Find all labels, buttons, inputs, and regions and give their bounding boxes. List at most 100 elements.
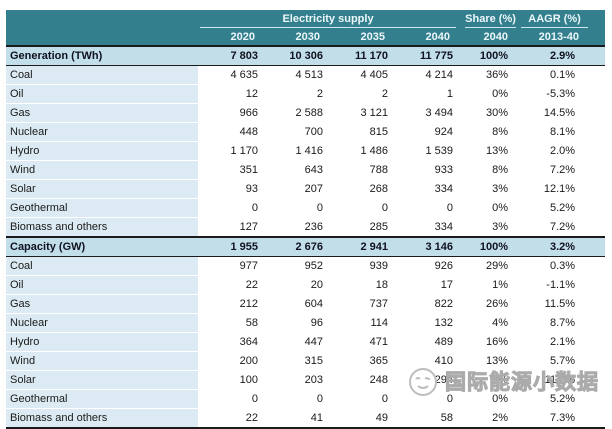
cell-value: 5.2% — [518, 389, 606, 409]
data-table: Electricity supply Share (%) AAGR (%) 20… — [6, 10, 606, 429]
row-label: Solar — [6, 370, 198, 390]
table-row: Coal 4 635 4 513 4 405 4 214 36% 0.1% — [6, 65, 606, 85]
cell-value: 26% — [458, 294, 519, 314]
cell-value: 0% — [458, 84, 519, 104]
cell-value: 8% — [458, 122, 519, 142]
cell-value: 0 — [328, 389, 393, 409]
cell-value: 14.5% — [518, 103, 606, 123]
cell-value: 5.2% — [518, 198, 606, 218]
cell-value: 3 146 — [393, 236, 459, 257]
cell-value: 9% — [458, 370, 519, 390]
cell-value: 4% — [458, 313, 519, 333]
cell-value: 334 — [393, 217, 459, 237]
cell-value: 20 — [263, 275, 328, 295]
cell-value: 2 941 — [328, 236, 393, 257]
cell-value: 58 — [198, 313, 263, 333]
cell-value: 1 486 — [328, 141, 393, 161]
cell-value: 447 — [263, 332, 328, 352]
cell-value: 0 — [198, 389, 263, 409]
table-row: Gas 212 604 737 822 26% 11.5% — [6, 294, 606, 314]
row-label: Gas — [6, 294, 198, 314]
cell-value: 604 — [263, 294, 328, 314]
cell-value: 11.5% — [518, 294, 606, 314]
cell-value: 7.2% — [518, 160, 606, 180]
cell-value: 0 — [393, 198, 459, 218]
cell-value: 1 170 — [198, 141, 263, 161]
header-corner-blank — [6, 10, 198, 28]
cell-value: 100 — [198, 370, 263, 390]
cell-value: 1 955 — [198, 236, 263, 257]
row-label: Hydro — [6, 332, 198, 352]
cell-value: 8.7% — [518, 313, 606, 333]
cell-value: 924 — [393, 122, 459, 142]
cell-value: 700 — [263, 122, 328, 142]
cell-value: 132 — [393, 313, 459, 333]
row-label: Oil — [6, 84, 198, 104]
cell-value: 17 — [393, 275, 459, 295]
column-group-label: Share (%) — [465, 10, 517, 28]
cell-value: 3.2% — [518, 236, 606, 257]
cell-value: 788 — [328, 160, 393, 180]
column-header-2030: 2030 — [263, 28, 328, 46]
cell-value: 10 306 — [263, 45, 328, 66]
cell-value: 7.3% — [518, 408, 606, 429]
cell-value: 100% — [458, 236, 519, 257]
column-header-2035: 2035 — [328, 28, 393, 46]
cell-value: 12.1% — [518, 179, 606, 199]
table-row: Geothermal 0 0 0 0 0% 5.2% — [6, 389, 606, 409]
row-label: Hydro — [6, 141, 198, 161]
table-row: Geothermal 0 0 0 0 0% 5.2% — [6, 198, 606, 218]
table-row: Wind 200 315 365 410 13% 5.7% — [6, 351, 606, 371]
cell-value: 0 — [263, 389, 328, 409]
cell-value: 11 775 — [393, 45, 459, 66]
cell-value: 1 416 — [263, 141, 328, 161]
row-label: Oil — [6, 275, 198, 295]
table-row: Hydro 364 447 471 489 16% 2.1% — [6, 332, 606, 352]
cell-value: 2 676 — [263, 236, 328, 257]
cell-value: 41 — [263, 408, 328, 429]
column-header-aagr-2013-40: 2013-40 — [518, 28, 606, 46]
cell-value: -1.1% — [518, 275, 606, 295]
cell-value: 12 — [198, 84, 263, 104]
cell-value: 13% — [458, 351, 519, 371]
cell-value: 96 — [263, 313, 328, 333]
cell-value: 0% — [458, 198, 519, 218]
cell-value: 16% — [458, 332, 519, 352]
cell-value: 7.2% — [518, 217, 606, 237]
cell-value: 815 — [328, 122, 393, 142]
cell-value: 0 — [328, 198, 393, 218]
column-header-share-2040: 2040 — [458, 28, 519, 46]
cell-value: 952 — [263, 256, 328, 276]
cell-value: 127 — [198, 217, 263, 237]
table-row: Oil 22 20 18 17 1% -1.1% — [6, 275, 606, 295]
table-row: Solar 100 203 248 294 9% 11.0% — [6, 370, 606, 390]
cell-value: 3 494 — [393, 103, 459, 123]
cell-value: 0.1% — [518, 65, 606, 85]
cell-value: 3% — [458, 217, 519, 237]
row-label: Nuclear — [6, 313, 198, 333]
column-group-electricity-supply: Electricity supply — [198, 10, 459, 28]
table-row: Hydro 1 170 1 416 1 486 1 539 13% 2.0% — [6, 141, 606, 161]
cell-value: 3 121 — [328, 103, 393, 123]
cell-value: 22 — [198, 408, 263, 429]
cell-value: 29% — [458, 256, 519, 276]
section-row: Generation (TWh) 7 803 10 306 11 170 11 775 1… — [6, 45, 606, 66]
cell-value: 1% — [458, 275, 519, 295]
cell-value: 1 — [393, 84, 459, 104]
row-label: Capacity (GW) — [6, 236, 198, 257]
cell-value: 13% — [458, 141, 519, 161]
table-header: Electricity supply Share (%) AAGR (%) 20… — [6, 10, 606, 46]
row-label: Geothermal — [6, 389, 198, 409]
table-row: Solar 93 207 268 334 3% 12.1% — [6, 179, 606, 199]
cell-value: 2.9% — [518, 45, 606, 66]
cell-value: 315 — [263, 351, 328, 371]
cell-value: 49 — [328, 408, 393, 429]
cell-value: 410 — [393, 351, 459, 371]
cell-value: 58 — [393, 408, 459, 429]
cell-value: 11.0% — [518, 370, 606, 390]
cell-value: 365 — [328, 351, 393, 371]
cell-value: 4 405 — [328, 65, 393, 85]
table-body: Generation (TWh) 7 803 10 306 11 170 11 775 1… — [6, 45, 606, 429]
cell-value: 294 — [393, 370, 459, 390]
cell-value: 334 — [393, 179, 459, 199]
